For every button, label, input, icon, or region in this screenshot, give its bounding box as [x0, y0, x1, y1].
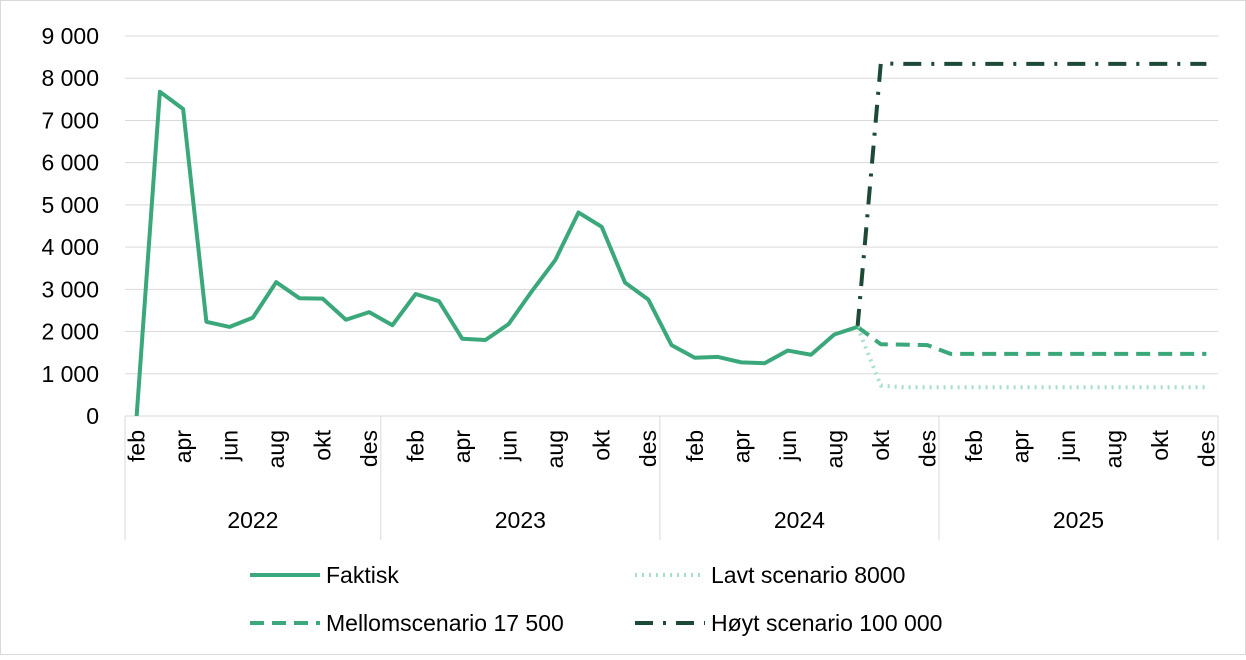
x-tick-label: jun — [1054, 430, 1080, 462]
legend-label: Høyt scenario 100 000 — [711, 610, 942, 636]
x-tick-label: des — [356, 430, 382, 467]
x-group-label: 2023 — [495, 507, 546, 533]
x-tick-label: aug — [542, 430, 568, 468]
series-line — [855, 326, 1207, 390]
y-tick-label: 5 000 — [41, 192, 99, 218]
x-tick-label: aug — [821, 430, 847, 468]
x-tick-label: apr — [449, 430, 475, 464]
y-tick-label: 7 000 — [41, 107, 99, 133]
x-tick-label: okt — [1147, 429, 1173, 460]
x-group-label: 2025 — [1053, 507, 1104, 533]
x-tick-label: aug — [1100, 430, 1126, 468]
x-tick-label: des — [914, 430, 940, 467]
y-tick-label: 8 000 — [41, 65, 99, 91]
legend-label: Lavt scenario 8000 — [711, 562, 905, 588]
x-tick-label: des — [635, 430, 661, 467]
y-tick-label: 1 000 — [41, 361, 99, 387]
x-tick-label: okt — [589, 429, 615, 460]
x-tick-label: feb — [124, 430, 150, 462]
x-tick-label: des — [1193, 430, 1219, 467]
x-group-label: 2022 — [227, 507, 278, 533]
x-tick-label: jun — [775, 430, 801, 462]
x-tick-label: okt — [868, 429, 894, 460]
x-tick-label: apr — [1007, 430, 1033, 464]
x-tick-label: okt — [310, 429, 336, 460]
x-tick-label: feb — [682, 430, 708, 462]
series-line — [855, 61, 1207, 328]
y-tick-label: 3 000 — [41, 276, 99, 302]
y-tick-label: 0 — [86, 403, 99, 429]
x-tick-label: jun — [496, 430, 522, 462]
series-line — [856, 325, 1207, 356]
x-tick-label: feb — [961, 430, 987, 462]
x-tick-label: aug — [263, 430, 289, 468]
y-tick-label: 9 000 — [41, 23, 99, 49]
y-tick-label: 4 000 — [41, 234, 99, 260]
y-tick-label: 6 000 — [41, 150, 99, 176]
x-tick-label: feb — [403, 430, 429, 462]
y-tick-label: 2 000 — [41, 319, 99, 345]
x-group-label: 2024 — [774, 507, 825, 533]
x-tick-label: jun — [217, 430, 243, 462]
series-line — [134, 89, 859, 417]
legend-label: Faktisk — [326, 562, 399, 588]
x-tick-label: apr — [728, 430, 754, 464]
x-tick-label: apr — [170, 430, 196, 464]
legend-label: Mellomscenario 17 500 — [326, 610, 564, 636]
